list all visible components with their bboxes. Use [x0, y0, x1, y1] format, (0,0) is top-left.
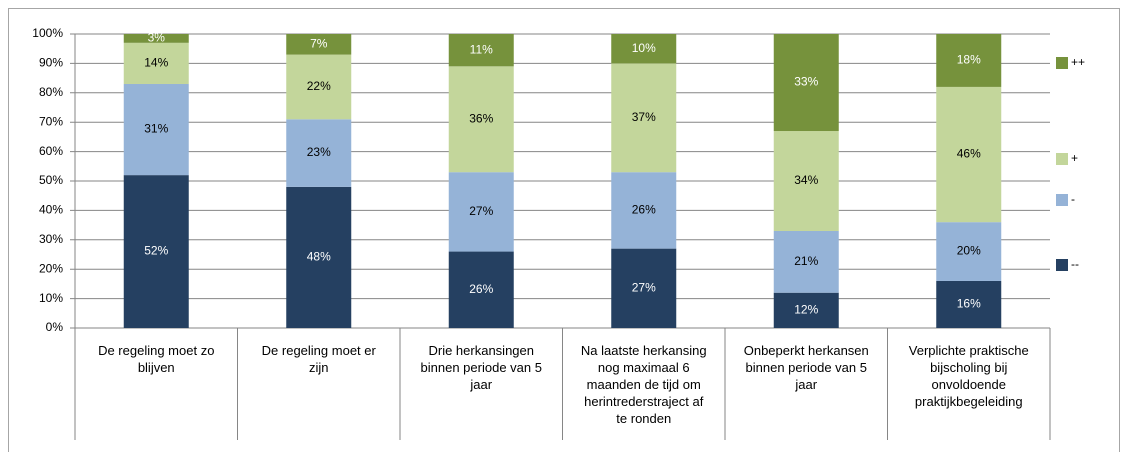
bar-segment: [123, 42, 189, 84]
legend-label: --: [1071, 257, 1079, 271]
bar-segment: [286, 186, 352, 328]
legend-label: -: [1071, 192, 1075, 206]
x-tick-label: Verplichte praktische bijscholing bij on…: [908, 343, 1029, 409]
legend-swatch: [1056, 153, 1068, 165]
bar-segment: [448, 172, 514, 252]
legend-swatch: [1056, 194, 1068, 206]
data-label: 46%: [957, 147, 981, 161]
x-tick-label: Onbeperkt herkansen binnen periode van 5…: [743, 343, 869, 392]
data-label: 7%: [310, 36, 328, 50]
data-label: 14%: [144, 56, 168, 70]
bar-segment: [286, 54, 352, 120]
legend-label: ++: [1071, 55, 1085, 69]
bar-segment: [286, 119, 352, 187]
bar-segment: [448, 34, 514, 67]
bar-segment: [123, 83, 189, 176]
x-tick-label: Na laatste herkansing nog maximaal 6 maa…: [580, 343, 707, 426]
y-tick-label: 10%: [39, 291, 63, 305]
bar-segment: [123, 34, 189, 43]
bar-segment: [936, 86, 1002, 223]
data-label: 52%: [144, 244, 168, 258]
data-label: 3%: [148, 31, 166, 45]
x-tick-label: De regeling moet zo blijven: [98, 343, 215, 375]
bar-segment: [773, 131, 839, 231]
data-label: 12%: [794, 303, 818, 317]
y-tick-label: 30%: [39, 232, 63, 246]
bar-segment: [773, 34, 839, 132]
bar-segment: [773, 230, 839, 293]
y-tick-label: 90%: [39, 56, 63, 70]
data-label: 21%: [794, 254, 818, 268]
y-tick-label: 100%: [32, 26, 63, 40]
data-label: 26%: [469, 282, 493, 296]
y-tick-label: 40%: [39, 203, 63, 217]
data-label: 34%: [794, 173, 818, 187]
bar-segment: [611, 248, 677, 328]
data-label: 36%: [469, 111, 493, 125]
bar-segment: [123, 175, 189, 328]
data-label: 23%: [307, 145, 331, 159]
data-label: 22%: [307, 79, 331, 93]
y-tick-label: 70%: [39, 114, 63, 128]
data-label: 20%: [957, 244, 981, 258]
data-label: 27%: [469, 204, 493, 218]
bar-segment: [286, 34, 352, 55]
bar-segment: [611, 172, 677, 249]
y-tick-label: 20%: [39, 261, 63, 275]
legend-swatch: [1056, 259, 1068, 271]
data-label: 26%: [632, 203, 656, 217]
y-tick-label: 50%: [39, 173, 63, 187]
legend-label: +: [1071, 151, 1078, 165]
data-label: 18%: [957, 53, 981, 67]
bar-segment: [611, 34, 677, 64]
data-label: 10%: [632, 41, 656, 55]
chart-frame: [8, 8, 1120, 452]
legend-swatch: [1056, 57, 1068, 69]
x-tick-label: De regeling moet er zijn: [261, 343, 376, 375]
bar-segment: [773, 292, 839, 328]
y-tick-label: 0%: [46, 320, 64, 334]
bar-segment: [448, 66, 514, 173]
bar-segment: [448, 251, 514, 328]
y-tick-label: 60%: [39, 144, 63, 158]
data-label: 27%: [632, 280, 656, 294]
data-label: 33%: [794, 75, 818, 89]
bar-segment: [936, 222, 1002, 281]
x-tick-label: Drie herkansingen binnen periode van 5 j…: [420, 343, 542, 392]
bar-segment: [936, 280, 1002, 328]
bar-segment: [936, 34, 1002, 87]
data-label: 48%: [307, 250, 331, 264]
data-label: 37%: [632, 110, 656, 124]
bar-segment: [611, 63, 677, 173]
data-label: 31%: [144, 122, 168, 136]
y-tick-label: 80%: [39, 85, 63, 99]
data-label: 16%: [957, 297, 981, 311]
data-label: 11%: [470, 42, 493, 56]
